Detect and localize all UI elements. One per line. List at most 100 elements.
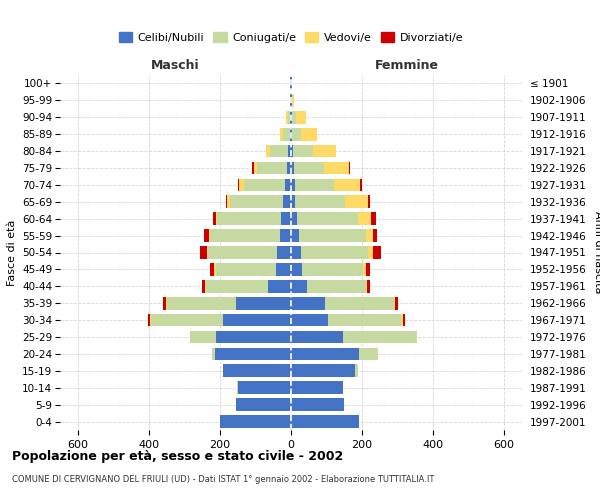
Bar — [355, 364, 358, 377]
Bar — [266, 144, 271, 158]
Bar — [291, 330, 343, 344]
Bar — [214, 263, 215, 276]
Bar — [295, 196, 345, 208]
Bar — [291, 364, 355, 377]
Bar — [290, 128, 291, 140]
Bar — [277, 246, 291, 259]
Bar — [365, 280, 367, 292]
Bar — [236, 398, 291, 411]
Bar — [215, 348, 291, 360]
Bar — [373, 246, 380, 259]
Bar — [294, 162, 324, 174]
Bar — [280, 128, 283, 140]
Bar — [204, 230, 209, 242]
Bar — [227, 196, 230, 208]
Text: Popolazione per età, sesso e stato civile - 2002: Popolazione per età, sesso e stato civil… — [12, 450, 343, 463]
Bar — [205, 280, 206, 292]
Bar — [373, 230, 377, 242]
Bar — [276, 263, 291, 276]
Bar — [291, 94, 292, 106]
Bar — [368, 196, 370, 208]
Bar — [403, 314, 406, 326]
Bar — [299, 230, 367, 242]
Bar — [220, 415, 291, 428]
Bar — [286, 111, 288, 124]
Text: COMUNE DI CERVIGNANO DEL FRIULI (UD) - Dati ISTAT 1° gennaio 2002 - Elaborazione: COMUNE DI CERVIGNANO DEL FRIULI (UD) - D… — [12, 475, 434, 484]
Bar — [292, 128, 301, 140]
Bar — [211, 230, 280, 242]
Bar — [292, 94, 294, 106]
Bar — [291, 128, 292, 140]
Bar — [288, 111, 290, 124]
Bar — [343, 330, 417, 344]
Bar — [223, 364, 291, 377]
Bar — [244, 178, 284, 191]
Bar — [280, 230, 291, 242]
Bar — [217, 212, 281, 225]
Bar — [365, 263, 370, 276]
Bar — [313, 144, 336, 158]
Bar — [292, 111, 296, 124]
Bar — [200, 246, 207, 259]
Bar — [254, 162, 257, 174]
Bar — [368, 246, 373, 259]
Bar — [268, 280, 291, 292]
Legend: Celibi/Nubili, Coniugati/e, Vedovi/e, Divorziati/e: Celibi/Nubili, Coniugati/e, Vedovi/e, Di… — [115, 28, 467, 47]
Bar — [291, 398, 344, 411]
Bar — [291, 297, 325, 310]
Bar — [394, 297, 395, 310]
Bar — [163, 297, 166, 310]
Bar — [328, 314, 401, 326]
Bar — [349, 162, 350, 174]
Bar — [367, 230, 373, 242]
Bar — [148, 314, 150, 326]
Bar — [324, 162, 349, 174]
Bar — [302, 263, 363, 276]
Bar — [238, 382, 291, 394]
Text: Femmine: Femmine — [374, 58, 439, 71]
Bar — [257, 162, 287, 174]
Bar — [291, 196, 295, 208]
Bar — [295, 178, 334, 191]
Bar — [291, 263, 302, 276]
Bar — [298, 212, 358, 225]
Bar — [283, 128, 290, 140]
Bar — [271, 144, 288, 158]
Bar — [363, 263, 365, 276]
Bar — [238, 178, 239, 191]
Bar — [212, 348, 215, 360]
Bar — [230, 196, 283, 208]
Bar — [291, 314, 328, 326]
Bar — [283, 196, 291, 208]
Text: Maschi: Maschi — [151, 58, 200, 71]
Bar — [166, 297, 167, 310]
Bar — [291, 230, 299, 242]
Bar — [167, 297, 236, 310]
Bar — [209, 230, 211, 242]
Bar — [207, 246, 208, 259]
Bar — [226, 196, 227, 208]
Bar — [291, 246, 301, 259]
Bar — [215, 263, 276, 276]
Bar — [290, 77, 291, 90]
Bar — [213, 212, 215, 225]
Bar — [236, 297, 291, 310]
Bar — [301, 246, 368, 259]
Bar — [281, 212, 291, 225]
Y-axis label: Anni di nascita: Anni di nascita — [593, 211, 600, 294]
Bar — [371, 212, 376, 225]
Bar — [358, 212, 371, 225]
Bar — [395, 297, 398, 310]
Bar — [208, 246, 277, 259]
Bar — [291, 382, 343, 394]
Bar — [252, 162, 254, 174]
Bar — [206, 280, 268, 292]
Bar — [291, 348, 359, 360]
Bar — [291, 111, 292, 124]
Bar — [150, 314, 151, 326]
Bar — [217, 330, 291, 344]
Bar — [291, 415, 359, 428]
Bar — [334, 178, 360, 191]
Bar — [296, 111, 306, 124]
Bar — [239, 178, 244, 191]
